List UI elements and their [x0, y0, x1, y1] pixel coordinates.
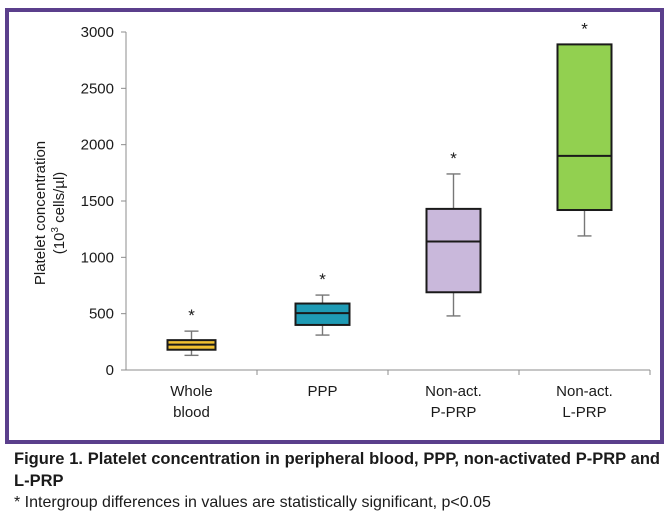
box-group: *	[425, 149, 482, 317]
y-tick-label: 2000	[81, 137, 114, 154]
axes	[121, 31, 651, 375]
caption-note: * Intergroup differences in values are s…	[14, 494, 491, 511]
y-axis-label-line2: (103 cells/µl)	[50, 172, 68, 255]
y-axis-label: Platelet concentration (103 cells/µl)	[32, 141, 68, 285]
y-axis-label-line1: Platelet concentration	[32, 141, 49, 285]
category-label: Non-act.	[425, 383, 482, 400]
iqr-box	[556, 43, 613, 212]
significance-star: *	[188, 306, 195, 325]
category-label: PPP	[307, 383, 337, 400]
category-labels: Whole blood PPP Non-act. P-PRP Non-act. L-PRP	[170, 383, 613, 421]
y-tick-label: 1500	[81, 193, 114, 210]
category-label: P-PRP	[431, 404, 477, 421]
iqr-box	[425, 207, 482, 294]
category-label: blood	[173, 404, 210, 421]
significance-star: *	[450, 149, 457, 168]
figure-caption: Figure 1. Platelet concentration in peri…	[14, 448, 660, 514]
y-tick-label: 1000	[81, 249, 114, 266]
box-group: *	[166, 306, 217, 357]
category-label: L-PRP	[562, 404, 606, 421]
boxplot-chart: Platelet concentration (103 cells/µl) 0 5…	[32, 19, 651, 421]
y-tick-labels: 0 500 1000 1500 2000 2500 3000	[81, 24, 114, 379]
figure-frame: Platelet concentration (103 cells/µl) 0 5…	[5, 8, 664, 444]
significance-star: *	[319, 270, 326, 289]
y-tick-label: 500	[89, 306, 114, 323]
significance-star: *	[581, 19, 588, 38]
box-group: *	[294, 270, 351, 336]
y-tick-label: 0	[106, 362, 114, 379]
category-label: Whole	[170, 383, 213, 400]
iqr-box	[294, 302, 351, 326]
caption-title: Figure 1. Platelet concentration in peri…	[14, 450, 660, 490]
y-tick-label: 2500	[81, 80, 114, 97]
y-tick-label: 3000	[81, 24, 114, 41]
boxes: * * * *	[166, 19, 613, 357]
box-group: *	[556, 19, 613, 237]
category-label: Non-act.	[556, 383, 613, 400]
